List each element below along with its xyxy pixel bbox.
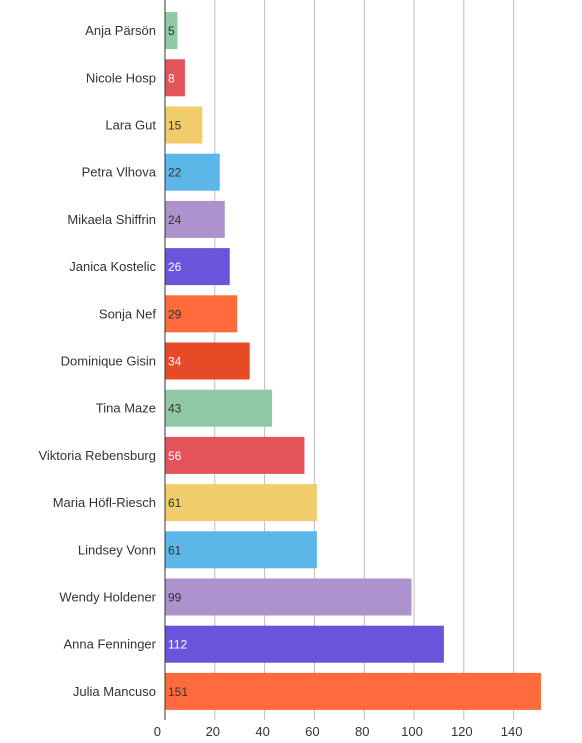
- category-label: Sonja Nef: [99, 306, 156, 321]
- x-axis-ticks: 0 20 40 60 80 100 120 140: [154, 724, 523, 739]
- bar: [165, 625, 444, 663]
- category-labels: Anja Pärsön Nicole Hosp Lara Gut Petra Vlho…: [38, 23, 156, 699]
- category-label: Anja Pärsön: [85, 23, 156, 38]
- category-label: Tina Maze: [96, 401, 156, 416]
- value-label: 5: [168, 24, 175, 38]
- bar: [165, 12, 178, 50]
- category-label: Lindsey Vonn: [78, 542, 156, 557]
- grid-lines: [214, 0, 515, 720]
- value-label: 61: [168, 496, 182, 510]
- bar: [165, 295, 238, 333]
- category-label: Julia Mancuso: [73, 684, 156, 699]
- bar: [165, 672, 541, 710]
- bar: [165, 436, 305, 474]
- value-label: 99: [168, 591, 182, 605]
- category-label: Lara Gut: [105, 118, 156, 133]
- category-label: Nicole Hosp: [86, 70, 156, 85]
- bar: [165, 106, 203, 144]
- bar: [165, 342, 250, 380]
- bar: [165, 153, 220, 191]
- category-label: Mikaela Shiffrin: [67, 212, 156, 227]
- x-tick-label: 20: [206, 724, 220, 739]
- category-label: Janica Kostelic: [69, 259, 156, 274]
- bar: [165, 484, 317, 522]
- bar: [165, 531, 317, 569]
- bars: [165, 12, 541, 710]
- value-label: 8: [168, 71, 175, 85]
- bar: [165, 200, 225, 238]
- category-label: Dominique Gisin: [61, 354, 156, 369]
- value-label: 43: [168, 402, 182, 416]
- value-label: 24: [168, 213, 182, 227]
- value-label: 22: [168, 166, 182, 180]
- x-tick-label: 100: [401, 724, 423, 739]
- value-label: 29: [168, 307, 182, 321]
- x-tick-label: 120: [451, 724, 473, 739]
- x-tick-label: 40: [255, 724, 269, 739]
- value-label: 112: [168, 638, 187, 652]
- bar: [165, 578, 412, 616]
- category-label: Anna Fenninger: [63, 637, 156, 652]
- value-labels: 5 8 15 22 24 26 29 34 43 56 61 61 99 112 151: [168, 24, 188, 699]
- x-tick-label: 80: [355, 724, 369, 739]
- value-label: 61: [168, 543, 182, 557]
- category-label: Petra Vlhova: [82, 165, 157, 180]
- category-label: Viktoria Rebensburg: [38, 448, 156, 463]
- bar: [165, 248, 230, 286]
- x-tick-label: 0: [154, 724, 161, 739]
- value-label: 15: [168, 119, 182, 133]
- category-label: Wendy Holdener: [59, 590, 156, 605]
- bar: [165, 59, 185, 97]
- x-tick-label: 60: [305, 724, 319, 739]
- value-label: 34: [168, 355, 182, 369]
- value-label: 56: [168, 449, 182, 463]
- bar: [165, 389, 273, 427]
- value-label: 26: [168, 260, 182, 274]
- category-label: Maria Höfl-Riesch: [53, 495, 156, 510]
- x-tick-label: 140: [501, 724, 523, 739]
- value-label: 151: [168, 685, 188, 699]
